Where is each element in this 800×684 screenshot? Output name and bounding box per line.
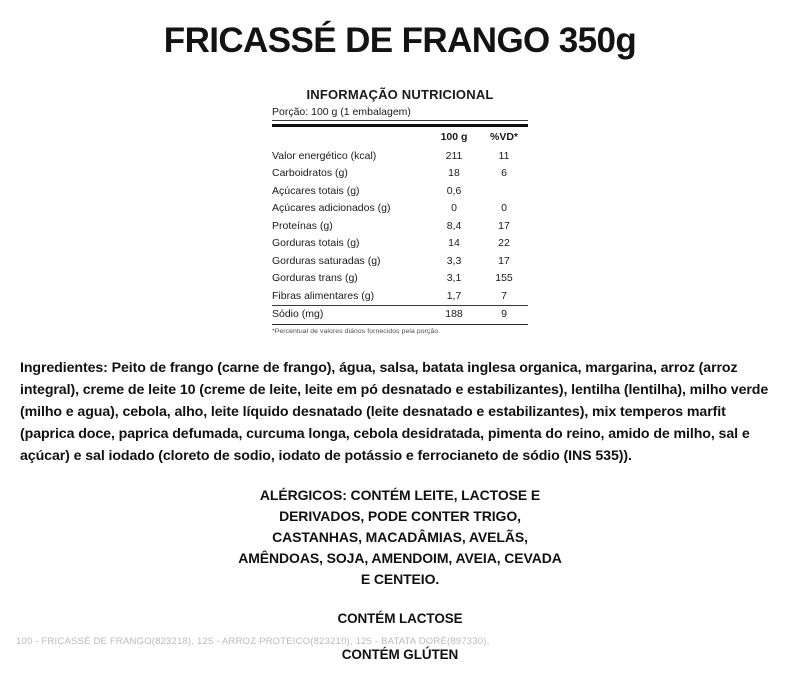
nutrient-amount: 14 (448, 237, 460, 250)
nutrient-daily-value (480, 183, 528, 201)
portion-line: Porção: 100 g (1 embalagem) (272, 106, 528, 121)
nutrient-amount: 188 (428, 305, 480, 325)
nutrient-amount: 18 (448, 167, 460, 180)
table-row: Sódio (mg) 188 9 (272, 305, 528, 325)
nutrient-daily-value: 17 (498, 219, 510, 232)
nutrient-name: Gorduras saturadas (g) (272, 254, 381, 267)
table-row: Fibras alimentares (g) 1,7 7 (272, 288, 528, 306)
nutrient-name: Valor energético (kcal) (272, 149, 377, 162)
nutrient-amount: 3,3 (446, 254, 462, 267)
column-header-name (272, 125, 428, 148)
nutrient-daily-value: 0 (501, 202, 507, 215)
nutrient-amount: 0 (451, 202, 457, 215)
table-row: Carboidratos (g) 18 6 (272, 165, 528, 183)
contains-gluten-statement: CONTÉM GLÚTEN (341, 646, 459, 662)
nutrient-daily-value: 155 (495, 272, 513, 285)
nutrient-name: Carboidratos (g) (272, 167, 348, 180)
nutrient-amount: 211 (445, 149, 463, 162)
nutrient-daily-value: 9 (480, 305, 528, 325)
nutrition-table: 100 g %VD* Valor energético (kcal) 211 11 C… (272, 123, 528, 325)
table-row: Gorduras trans (g) 3,1 155 (272, 270, 528, 288)
page-title: FRICASSÉ DE FRANGO 350g (163, 21, 637, 60)
nutrient-amount: 1,7 (446, 289, 462, 302)
contains-lactose-statement: CONTÉM LACTOSE (337, 610, 463, 626)
table-row: Gorduras saturadas (g) 3,3 17 (272, 253, 528, 271)
table-row: Açúcares totais (g) 0,6 (272, 183, 528, 201)
table-footnote: *Percentual de valores diários fornecido… (272, 327, 441, 335)
column-header-dv: %VD* (489, 130, 518, 143)
nutrient-daily-value: 7 (501, 289, 507, 302)
footer-product-codes: 100 - FRICASSÉ DE FRANGO(823218), 125 - … (16, 636, 490, 647)
table-row: Valor energético (kcal) 211 11 (272, 148, 528, 166)
nutrient-name: Sódio (mg) (272, 305, 428, 325)
table-row: Açúcares adicionados (g) 0 0 (272, 200, 528, 218)
nutrient-name: Açúcares adicionados (g) (272, 202, 391, 215)
nutrient-amount: 8,4 (446, 219, 462, 232)
nutrient-name: Fibras alimentares (g) (272, 289, 375, 302)
nutrient-amount: 0,6 (446, 184, 462, 197)
table-row: Proteínas (g) 8,4 17 (272, 218, 528, 236)
nutrition-heading: INFORMAÇÃO NUTRICIONAL (306, 86, 494, 102)
ingredients-text: Ingredientes: Peito de frango (carne de … (20, 359, 769, 464)
nutrient-daily-value: 11 (498, 149, 510, 162)
nutrition-facts-panel: INFORMAÇÃO NUTRICIONAL Porção: 100 g (1 … (272, 87, 528, 335)
nutrient-daily-value: 17 (498, 254, 510, 267)
table-header-row: 100 g %VD* (272, 125, 528, 148)
nutrient-name: Gorduras trans (g) (272, 272, 358, 285)
nutrient-name: Proteínas (g) (272, 219, 333, 232)
nutrient-name: Açúcares totais (g) (272, 184, 360, 197)
nutrient-amount: 3,1 (446, 272, 462, 285)
nutrient-daily-value: 22 (498, 237, 510, 250)
allergens-text: ALÉRGICOS: CONTÉM LEITE, LACTOSE E DERIV… (238, 486, 562, 587)
nutrient-name: Gorduras totais (g) (272, 237, 360, 250)
nutrient-daily-value: 6 (501, 167, 507, 180)
column-header-amount: 100 g (440, 130, 468, 143)
table-row: Gorduras totais (g) 14 22 (272, 235, 528, 253)
